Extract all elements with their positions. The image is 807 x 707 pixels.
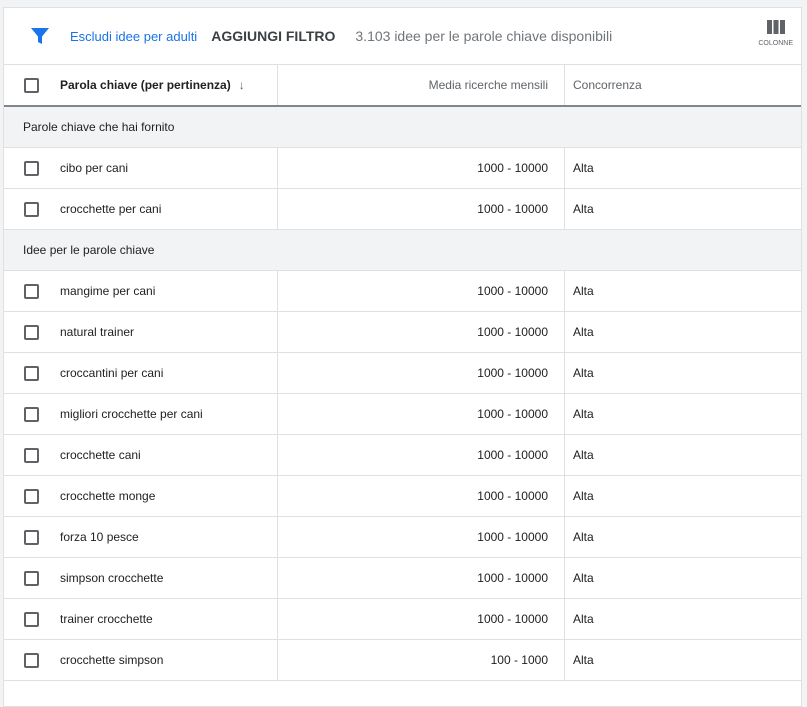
sort-down-icon[interactable]: ↓ xyxy=(238,78,245,92)
keyword-cell: crocchette per cani xyxy=(60,202,162,216)
ideas-count: 3.103 idee per le parole chiave disponib… xyxy=(355,28,613,44)
searches-cell: 1000 - 10000 xyxy=(278,148,565,188)
searches-cell: 1000 - 10000 xyxy=(278,271,565,311)
competition-cell: Alta xyxy=(573,407,594,421)
row-checkbox[interactable] xyxy=(24,201,39,217)
table-row: mangime per cani 1000 - 10000 Alta xyxy=(4,271,801,312)
table-row: cibo per cani 1000 - 10000 Alta xyxy=(4,148,801,189)
competition-cell: Alta xyxy=(573,161,594,175)
section-header: Parole chiave che hai fornito xyxy=(4,107,801,148)
competition-column-header[interactable]: Concorrenza xyxy=(573,78,642,92)
table-row: natural trainer 1000 - 10000 Alta xyxy=(4,312,801,353)
table-row: croccantini per cani 1000 - 10000 Alta xyxy=(4,353,801,394)
row-checkbox[interactable] xyxy=(24,611,39,627)
table-row: crocchette cani 1000 - 10000 Alta xyxy=(4,435,801,476)
competition-cell: Alta xyxy=(573,612,594,626)
searches-cell: 1000 - 10000 xyxy=(278,312,565,352)
competition-cell: Alta xyxy=(573,489,594,503)
competition-cell: Alta xyxy=(573,653,594,667)
keyword-cell: simpson crocchette xyxy=(60,571,164,585)
competition-cell: Alta xyxy=(573,202,594,216)
row-checkbox[interactable] xyxy=(24,570,39,586)
columns-icon xyxy=(766,20,785,34)
add-filter-button[interactable]: AGGIUNGI FILTRO xyxy=(211,28,336,44)
competition-cell: Alta xyxy=(573,448,594,462)
keyword-cell: forza 10 pesce xyxy=(60,530,139,544)
table-row: crocchette per cani 1000 - 10000 Alta xyxy=(4,189,801,230)
keyword-cell: mangime per cani xyxy=(60,284,156,298)
searches-column-header[interactable]: Media ricerche mensili xyxy=(278,65,565,105)
row-checkbox[interactable] xyxy=(24,488,39,504)
row-checkbox[interactable] xyxy=(24,652,39,668)
competition-cell: Alta xyxy=(573,571,594,585)
table-header: Parola chiave (per pertinenza) ↓ Media ri… xyxy=(4,65,801,107)
searches-cell: 1000 - 10000 xyxy=(278,435,565,475)
table-row: trainer crocchette 1000 - 10000 Alta xyxy=(4,599,801,640)
exclude-adult-ideas-link[interactable]: Escludi idee per adulti xyxy=(70,28,198,44)
keyword-cell: crocchette monge xyxy=(60,489,156,503)
row-checkbox[interactable] xyxy=(24,406,39,422)
select-all-checkbox[interactable] xyxy=(24,77,39,93)
keyword-column-header[interactable]: Parola chiave (per pertinenza) xyxy=(60,78,231,92)
competition-cell: Alta xyxy=(573,284,594,298)
columns-button[interactable]: COLONNE xyxy=(758,20,793,47)
searches-cell: 100 - 1000 xyxy=(278,640,565,680)
section-header: Idee per le parole chiave xyxy=(4,230,801,271)
keyword-cell: crocchette simpson xyxy=(60,653,164,667)
searches-cell: 1000 - 10000 xyxy=(278,517,565,557)
competition-cell: Alta xyxy=(573,530,594,544)
toolbar: Escludi idee per adulti AGGIUNGI FILTRO … xyxy=(4,8,801,65)
searches-cell: 1000 - 10000 xyxy=(278,394,565,434)
table-row: migliori crocchette per cani 1000 - 10000… xyxy=(4,394,801,435)
table-row: crocchette simpson 100 - 1000 Alta xyxy=(4,640,801,681)
keyword-cell: crocchette cani xyxy=(60,448,141,462)
row-checkbox[interactable] xyxy=(24,447,39,463)
searches-cell: 1000 - 10000 xyxy=(278,599,565,639)
keyword-cell: trainer crocchette xyxy=(60,612,153,626)
table-row: forza 10 pesce 1000 - 10000 Alta xyxy=(4,517,801,558)
row-checkbox[interactable] xyxy=(24,160,39,176)
searches-cell: 1000 - 10000 xyxy=(278,558,565,598)
searches-cell: 1000 - 10000 xyxy=(278,476,565,516)
keyword-cell: migliori crocchette per cani xyxy=(60,407,203,421)
searches-cell: 1000 - 10000 xyxy=(278,353,565,393)
row-checkbox[interactable] xyxy=(24,324,39,340)
searches-cell: 1000 - 10000 xyxy=(278,189,565,229)
competition-cell: Alta xyxy=(573,325,594,339)
table-row: simpson crocchette 1000 - 10000 Alta xyxy=(4,558,801,599)
table-row: crocchette monge 1000 - 10000 Alta xyxy=(4,476,801,517)
filter-icon[interactable] xyxy=(30,26,50,46)
columns-label: COLONNE xyxy=(758,40,793,47)
competition-cell: Alta xyxy=(573,366,594,380)
keyword-ideas-card: Escludi idee per adulti AGGIUNGI FILTRO … xyxy=(3,7,802,707)
keyword-cell: natural trainer xyxy=(60,325,135,339)
row-checkbox[interactable] xyxy=(24,365,39,381)
keyword-cell: cibo per cani xyxy=(60,161,129,175)
keyword-cell: croccantini per cani xyxy=(60,366,164,380)
row-checkbox[interactable] xyxy=(24,283,39,299)
row-checkbox[interactable] xyxy=(24,529,39,545)
